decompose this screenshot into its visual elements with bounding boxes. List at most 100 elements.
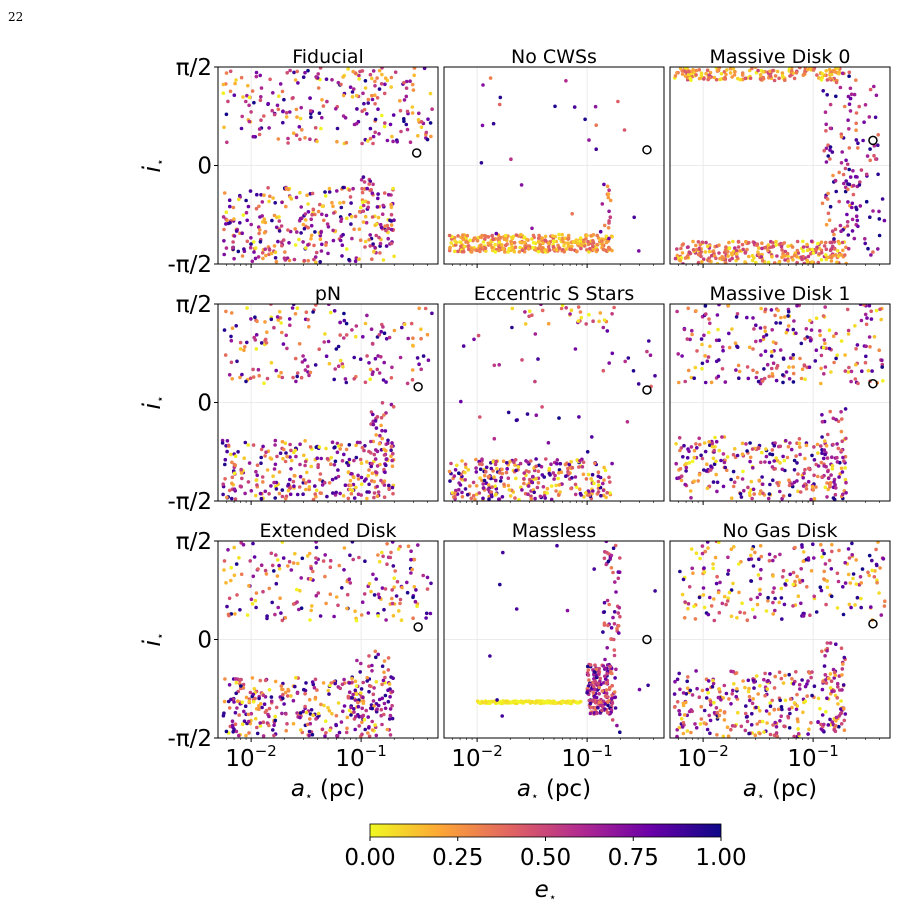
scatter-point: [361, 220, 366, 224]
scatter-point: [857, 183, 862, 187]
scatter-point: [564, 474, 568, 479]
scatter-point: [301, 709, 306, 714]
scatter-point: [344, 380, 349, 385]
scatter-point: [875, 580, 879, 585]
scatter-point: [824, 160, 829, 164]
scatter-point: [404, 79, 409, 84]
scatter-point: [703, 380, 708, 385]
scatter-point: [293, 243, 298, 247]
scatter-point: [882, 604, 887, 608]
scatter-point: [283, 441, 288, 446]
scatter-point: [752, 686, 756, 690]
scatter-point: [514, 607, 519, 611]
scatter-point: [307, 697, 312, 702]
scatter-point: [645, 349, 649, 354]
scatter-point: [780, 71, 785, 75]
scatter-point: [617, 605, 622, 610]
scatter-point: [368, 377, 373, 382]
scatter-point: [272, 467, 277, 471]
y-tick-label: π/2: [176, 292, 212, 318]
scatter-point: [731, 581, 735, 586]
open-circle-marker: [411, 148, 422, 158]
scatter-point: [552, 239, 556, 244]
scatter-point: [220, 438, 225, 443]
scatter-point: [388, 555, 393, 560]
scatter-point: [708, 443, 712, 448]
scatter-point: [749, 553, 753, 558]
scatter-point: [365, 675, 370, 680]
scatter-point: [758, 73, 763, 77]
scatter-point: [351, 557, 356, 562]
scatter-point: [749, 597, 753, 602]
scatter-point: [848, 86, 853, 91]
scatter-point: [238, 608, 242, 612]
scatter-point: [578, 699, 583, 704]
scatter-point: [235, 593, 239, 597]
scatter-point: [734, 249, 739, 253]
scatter-point: [224, 729, 229, 734]
scatter-point: [489, 466, 494, 471]
scatter-point: [610, 234, 614, 239]
scatter-point: [832, 676, 836, 680]
scatter-point: [430, 311, 434, 316]
scatter-point: [846, 187, 850, 192]
scatter-point: [262, 217, 267, 221]
scatter-point: [867, 304, 872, 308]
scatter-point: [425, 137, 430, 142]
scatter-point: [592, 567, 596, 571]
scatter-point: [486, 483, 491, 487]
scatter-point: [646, 683, 650, 688]
scatter-point: [834, 715, 839, 720]
scatter-point: [354, 93, 359, 98]
scatter-point: [410, 105, 415, 109]
scatter-point: [252, 250, 256, 254]
scatter-point: [347, 681, 352, 685]
scatter-point: [712, 462, 717, 467]
scatter-point: [725, 599, 730, 603]
scatter-point: [376, 490, 381, 494]
scatter-point: [231, 245, 235, 250]
scatter-point: [334, 713, 339, 718]
scatter-point: [841, 248, 845, 253]
scatter-point: [255, 463, 260, 468]
scatter-point: [303, 212, 308, 216]
scatter-point: [377, 87, 382, 91]
scatter-point: [338, 201, 342, 205]
scatter-point: [601, 681, 606, 685]
scatter-point: [330, 78, 334, 82]
scatter-point: [795, 304, 799, 308]
scatter-point: [267, 492, 271, 496]
y-axis-label: i⋆: [138, 632, 167, 646]
scatter-point: [743, 728, 748, 733]
scatter-point: [349, 214, 354, 219]
scatter-point: [373, 245, 377, 250]
scatter-point: [320, 98, 324, 102]
scatter-point: [609, 553, 614, 558]
scatter-point: [245, 306, 249, 310]
scatter-point: [370, 706, 375, 711]
scatter-point: [329, 462, 333, 467]
scatter-point: [881, 557, 886, 561]
scatter-point: [348, 483, 353, 488]
scatter-point: [598, 475, 603, 480]
scatter-point: [461, 249, 466, 254]
scatter-point: [303, 368, 308, 372]
scatter-point: [367, 734, 372, 738]
scatter-point: [575, 241, 580, 245]
scatter-point: [509, 157, 513, 161]
scatter-point: [835, 606, 840, 610]
scatter-point: [798, 580, 802, 585]
scatter-point: [784, 370, 789, 374]
scatter-point: [770, 698, 774, 703]
scatter-point: [846, 233, 851, 237]
scatter-point: [691, 571, 695, 575]
scatter-point: [558, 461, 563, 466]
scatter-point: [692, 604, 696, 609]
scatter-point: [810, 453, 814, 458]
scatter-point: [492, 436, 497, 441]
scatter-point: [472, 236, 477, 241]
scatter-point: [823, 305, 827, 309]
scatter-point: [727, 697, 731, 701]
scatter-point: [386, 438, 390, 443]
scatter-point: [359, 613, 364, 617]
